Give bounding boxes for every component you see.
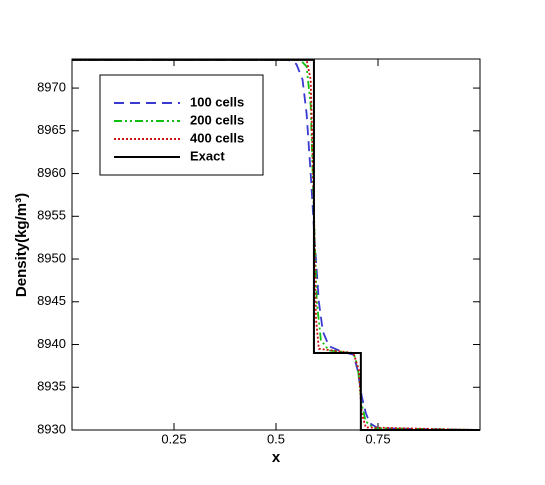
x-tick-label: 0.75 — [365, 431, 390, 446]
data-line — [72, 58, 481, 431]
x-axis-label: x — [272, 449, 281, 466]
y-tick-label: 8935 — [37, 379, 66, 394]
y-tick-label: 8955 — [37, 208, 66, 223]
legend-box — [99, 74, 264, 176]
y-tick-label: 8965 — [37, 122, 66, 137]
legend-label: 100 cells — [190, 94, 244, 109]
legend-label: 200 cells — [190, 112, 244, 127]
y-tick-label: 8940 — [37, 336, 66, 351]
plot-frame — [71, 58, 481, 431]
y-tick-label: 8930 — [37, 421, 66, 436]
y-tick-label: 8945 — [37, 293, 66, 308]
legend-label: Exact — [190, 148, 225, 163]
legend-label: 400 cells — [190, 130, 244, 145]
data-line — [72, 58, 481, 431]
y-tick-label: 8970 — [37, 80, 66, 95]
y-tick-label: 8950 — [37, 250, 66, 265]
x-tick-label: 0.5 — [267, 431, 285, 446]
y-axis-label: Density(kg/m³) — [13, 193, 30, 297]
x-tick-label: 0.25 — [161, 431, 186, 446]
y-tick-label: 8960 — [37, 165, 66, 180]
data-line — [72, 58, 481, 431]
